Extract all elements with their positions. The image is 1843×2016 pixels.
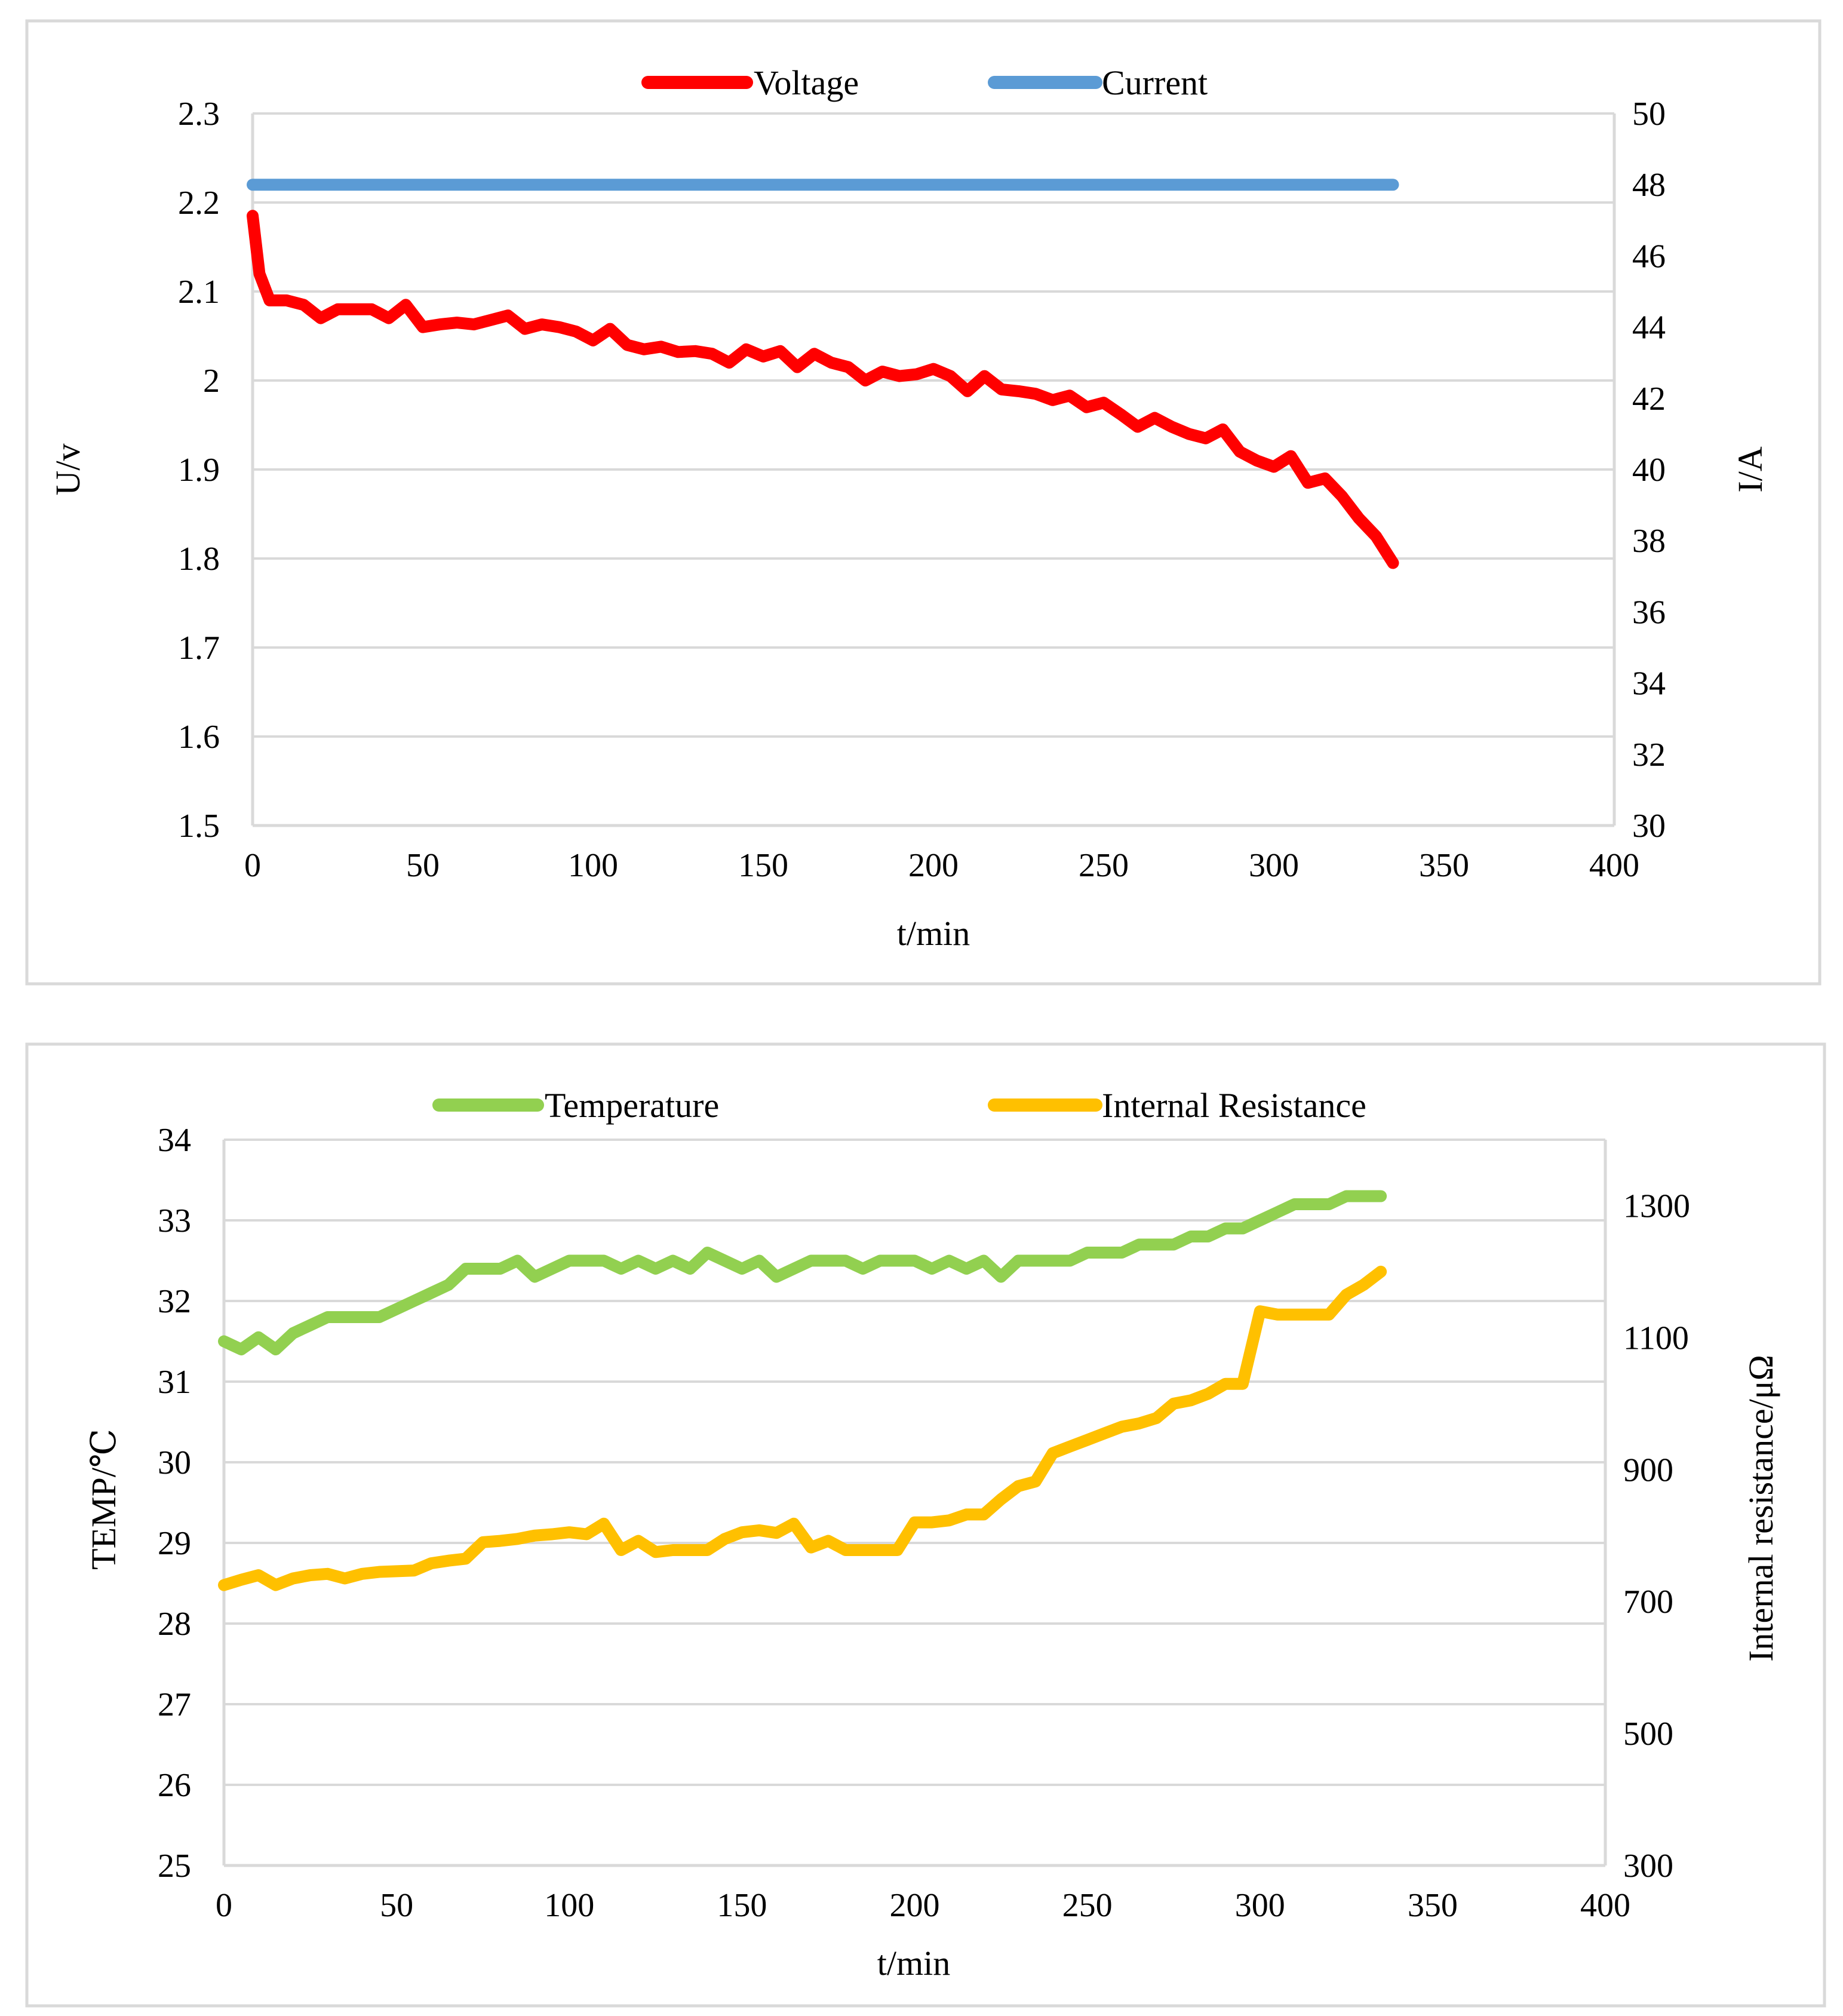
x-tick-label: 300 bbox=[1235, 1887, 1285, 1924]
chart-voltage-current: 0 50 100 150 200 250 300 350 400 1.51.61.71.81.9… bbox=[25, 19, 1822, 986]
chart-2-x-axis-title: t/min bbox=[877, 1944, 950, 1983]
left-tick-label: 25 bbox=[158, 1848, 191, 1885]
chart-2-legend: Temperature Internal Resistance bbox=[432, 1086, 1366, 1125]
chart-1-border bbox=[25, 19, 1822, 986]
x-tick-label: 200 bbox=[908, 847, 959, 884]
left-tick-label: 26 bbox=[158, 1767, 191, 1804]
left-tick-label: 30 bbox=[158, 1444, 191, 1481]
right-tick-label: 36 bbox=[1632, 594, 1666, 631]
chart-1-legend: Voltage Current bbox=[641, 63, 1208, 102]
right-tick-label: 42 bbox=[1632, 381, 1666, 418]
legend-label-internal-resistance: Internal Resistance bbox=[1102, 1086, 1366, 1125]
x-tick-label: 250 bbox=[1062, 1887, 1113, 1924]
chart-1-right-axis-title: I/A bbox=[1731, 446, 1770, 492]
right-tick-label: 38 bbox=[1632, 523, 1666, 560]
left-tick-label: 29 bbox=[158, 1525, 191, 1562]
legend-label-current: Current bbox=[1102, 63, 1208, 102]
chart-1-left-axis-title: U/v bbox=[48, 444, 87, 496]
left-tick-label: 1.9 bbox=[178, 452, 220, 489]
left-tick-label: 1.6 bbox=[178, 719, 220, 756]
x-tick-label: 100 bbox=[544, 1887, 594, 1924]
chart-1-x-axis-title: t/min bbox=[897, 914, 970, 953]
left-tick-label: 1.5 bbox=[178, 808, 220, 845]
right-tick-label: 34 bbox=[1632, 665, 1666, 702]
left-tick-label: 2 bbox=[203, 363, 220, 400]
left-tick-label: 1.7 bbox=[178, 630, 220, 667]
chart-1-series bbox=[247, 179, 1399, 569]
x-tick-label: 200 bbox=[890, 1887, 940, 1924]
right-tick-label: 46 bbox=[1632, 238, 1666, 275]
right-tick-label: 30 bbox=[1632, 808, 1666, 845]
chart-2-right-axis-title: Internal resistance/μΩ bbox=[1741, 1355, 1780, 1662]
right-tick-label: 40 bbox=[1632, 452, 1666, 489]
series-line-internal-resistance bbox=[218, 1265, 1387, 1591]
left-tick-label: 27 bbox=[158, 1686, 191, 1723]
right-tick-label: 50 bbox=[1632, 96, 1666, 133]
left-tick-label: 31 bbox=[158, 1364, 191, 1401]
right-tick-label: 700 bbox=[1623, 1584, 1673, 1621]
left-tick-label: 28 bbox=[158, 1606, 191, 1643]
series-line-voltage bbox=[247, 210, 1399, 569]
chart-1-left-tick-labels: 1.5 1.6 1.7 1.8 1.9 2 2.1 2.2 2.3 bbox=[178, 96, 220, 845]
left-tick-label: 2.1 bbox=[178, 274, 220, 311]
right-tick-label: 32 bbox=[1632, 737, 1666, 774]
x-tick-label: 400 bbox=[1589, 847, 1639, 884]
chart-2-gridlines bbox=[224, 1139, 1605, 1867]
chart-1-x-tick-labels: 0 50 100 150 200 250 300 350 400 bbox=[244, 847, 1639, 884]
left-tick-label: 1.8 bbox=[178, 541, 220, 578]
x-tick-label: 250 bbox=[1079, 847, 1129, 884]
x-tick-label: 100 bbox=[568, 847, 618, 884]
right-tick-label: 300 bbox=[1623, 1848, 1673, 1885]
chart-2-left-tick-labels: 25 26 27 28 29 30 31 32 33 34 bbox=[158, 1122, 191, 1885]
x-tick-label: 0 bbox=[216, 1887, 232, 1924]
chart-1-right-tick-labels: 30 32 34 36 38 40 42 44 46 48 50 bbox=[1632, 96, 1666, 845]
x-tick-label: 50 bbox=[380, 1887, 413, 1924]
series-line-temperature bbox=[218, 1190, 1387, 1355]
x-tick-label: 350 bbox=[1419, 847, 1469, 884]
x-tick-label: 150 bbox=[717, 1887, 767, 1924]
chart-temperature-resistance: 0 50 100 150 200 250 300 350 400 25 26 27 28 29 30 31 3… bbox=[25, 1042, 1826, 2008]
chart-2-left-axis-title: TEMP/℃ bbox=[84, 1429, 123, 1570]
right-tick-label: 900 bbox=[1623, 1452, 1673, 1489]
x-tick-label: 300 bbox=[1249, 847, 1299, 884]
right-tick-label: 500 bbox=[1623, 1716, 1673, 1753]
chart-1-gridlines bbox=[253, 112, 1614, 827]
right-tick-label: 1300 bbox=[1623, 1187, 1690, 1225]
chart-2-right-tick-labels: 300 500 700 900 1100 1300 bbox=[1623, 1187, 1690, 1885]
x-tick-label: 400 bbox=[1580, 1887, 1630, 1924]
left-tick-label: 33 bbox=[158, 1202, 191, 1239]
left-tick-label: 2.3 bbox=[178, 96, 220, 133]
x-tick-label: 0 bbox=[244, 847, 261, 884]
legend-label-temperature: Temperature bbox=[545, 1086, 719, 1125]
left-tick-label: 34 bbox=[158, 1122, 191, 1159]
left-tick-label: 2.2 bbox=[178, 185, 220, 222]
legend-label-voltage: Voltage bbox=[754, 63, 859, 102]
chart-2-series bbox=[218, 1190, 1387, 1591]
left-tick-label: 32 bbox=[158, 1283, 191, 1320]
chart-2-x-tick-labels: 0 50 100 150 200 250 300 350 400 bbox=[216, 1887, 1630, 1924]
x-tick-label: 150 bbox=[738, 847, 788, 884]
x-tick-label: 50 bbox=[406, 847, 440, 884]
x-tick-label: 350 bbox=[1408, 1887, 1458, 1924]
right-tick-label: 48 bbox=[1632, 167, 1666, 204]
right-tick-label: 1100 bbox=[1623, 1320, 1689, 1357]
right-tick-label: 44 bbox=[1632, 309, 1666, 346]
